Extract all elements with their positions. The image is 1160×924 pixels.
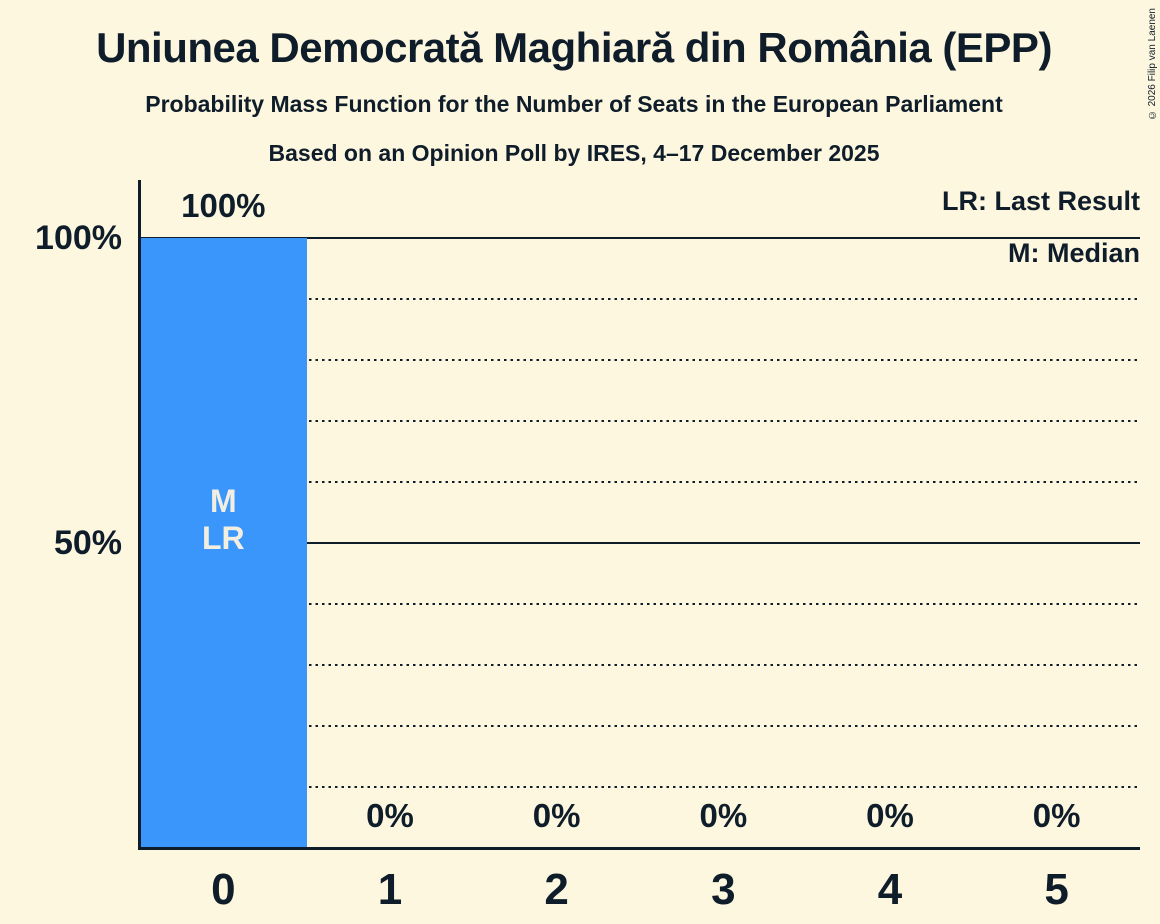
y-axis-tick-label: 100%: [35, 219, 122, 257]
y-axis-line: [138, 180, 141, 850]
x-axis-line: [138, 847, 1140, 850]
minor-gridline: [140, 725, 1140, 727]
x-axis-tick-label: 5: [1044, 865, 1069, 914]
x-axis-tick-label: 4: [877, 865, 903, 914]
bar-annotation-line: LR: [202, 520, 245, 557]
bar-value-label: 0%: [699, 797, 748, 834]
major-gridline: [140, 542, 1140, 544]
chart-subtitle: Probability Mass Function for the Number…: [145, 91, 1003, 117]
plot-area: M LR 100% 0 0% 1 0% 2 0% 3 0% 4 0% 5: [140, 180, 1140, 912]
x-axis-tick-label: 1: [377, 865, 403, 914]
minor-gridline: [140, 786, 1140, 788]
x-axis-tick-label: 3: [711, 865, 736, 914]
probability-bar: M LR: [140, 238, 307, 848]
minor-gridline: [140, 298, 1140, 300]
bar-value-label: 0%: [532, 797, 581, 834]
legend-last-result: LR: Last Result: [941, 186, 1140, 216]
legend-median: M: Median: [1008, 238, 1140, 268]
major-gridline: [140, 237, 1140, 239]
x-axis-tick-label: 2: [544, 865, 569, 914]
y-axis-tick-label: 50%: [53, 524, 122, 562]
minor-gridline: [140, 603, 1140, 605]
chart-title: Uniunea Democrată Maghiară din România (…: [96, 24, 1052, 71]
bar-value-label: 0%: [366, 797, 414, 834]
chart-poll-source: Based on an Opinion Poll by IRES, 4–17 D…: [268, 140, 880, 166]
minor-gridline: [140, 359, 1140, 361]
bar-value-label: 0%: [1032, 797, 1081, 834]
bar-annotation-median-last-result: M LR: [140, 483, 307, 557]
minor-gridline: [140, 420, 1140, 422]
x-axis-tick-label: 0: [211, 865, 236, 914]
bar-value-label: 0%: [866, 797, 914, 834]
copyright-notice: © 2026 Filip van Laenen: [1147, 8, 1158, 121]
bar-annotation-line: M: [210, 483, 237, 520]
bar-value-label: 100%: [181, 187, 266, 224]
minor-gridline: [140, 664, 1140, 666]
minor-gridline: [140, 481, 1140, 483]
